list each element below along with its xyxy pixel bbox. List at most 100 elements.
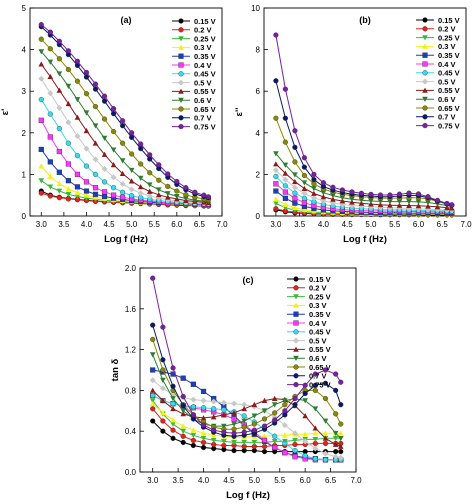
legend-marker [178,27,184,33]
data-point [160,367,166,373]
x-tick-label: 5.5 [149,220,161,229]
y-tick-label: 0 [256,212,261,221]
data-point [301,172,307,179]
data-point [302,438,309,445]
data-point [231,410,237,416]
y-tick-label: 5 [22,4,27,13]
legend-label: 0.15 V [194,17,216,26]
x-tick-label: 3.0 [36,220,48,229]
data-point [101,189,108,195]
data-point [170,405,176,412]
data-point [56,71,63,77]
data-point [231,430,237,436]
y-tick-label: 0.4 [125,427,137,436]
data-point [271,439,278,445]
data-point [190,442,196,449]
legend-marker [178,36,184,42]
data-point [47,59,54,65]
data-point [149,387,156,393]
x-axis-label: Log f (Hz) [104,234,148,245]
data-point [312,456,318,462]
data-point [406,190,412,196]
data-point [302,413,308,419]
data-point [292,395,298,402]
data-point [320,197,327,204]
data-point [302,390,308,397]
legend-marker [293,355,299,361]
data-point [38,75,45,82]
data-point [183,192,189,198]
data-point [322,418,329,424]
legend-label: 0.65 V [194,105,216,114]
legend-label: 0.55 V [194,87,216,96]
data-point [138,141,144,147]
data-point [322,430,329,436]
x-tick-label: 6.0 [300,476,312,485]
data-point [128,186,135,193]
legend-label: 0.25 V [438,33,460,42]
data-point [65,186,72,192]
data-point [434,197,441,203]
y-tick-label: 4 [22,46,27,55]
data-point [333,387,339,393]
data-point [368,191,374,197]
data-point [129,193,135,199]
data-point [120,194,126,200]
series-line [152,400,341,443]
data-point [338,379,344,385]
data-point [241,429,247,435]
data-point [272,167,279,174]
data-point [110,162,117,168]
data-point [119,158,126,164]
data-point [111,106,117,112]
data-point [38,49,45,55]
data-point [358,190,365,196]
data-point [322,435,329,441]
x-tick-label: 6.0 [413,220,425,229]
y-tick-label: 1.2 [125,346,137,355]
legend-label: 0.35 V [194,52,216,61]
legend-label: 0.65 V [309,363,331,372]
data-point [301,200,307,206]
data-point [282,189,288,195]
legend-marker [178,124,184,130]
legend-marker [178,62,184,68]
data-point [387,199,393,205]
data-point [111,111,117,117]
legend-marker [178,106,184,112]
data-point [241,401,248,408]
x-tick-label: 6.5 [437,220,449,229]
legend-label: 0.75 V [194,122,216,131]
legend-marker [178,115,184,121]
data-point [128,167,135,174]
data-point [119,170,126,176]
data-point [164,194,171,200]
legend-label: 0.15 V [438,16,460,25]
data-point [322,457,329,463]
series-line [275,153,452,207]
data-point [56,56,62,62]
y-tick-label: 2 [256,170,261,179]
y-tick-label: 2 [22,129,27,138]
data-point [282,86,288,92]
data-point [368,201,374,207]
data-point [292,190,298,196]
data-point [272,433,278,439]
data-point [183,196,189,202]
data-point [282,398,288,404]
data-point [301,195,307,201]
legend: 0.15 V0.2 V0.25 V0.3 V0.35 V0.4 V0.45 V0… [172,17,216,131]
data-point [170,383,176,389]
legend-marker [293,346,299,352]
data-point [38,190,44,196]
data-point [170,401,176,407]
data-point [282,440,288,447]
y-axis-label: ε' [0,109,11,116]
data-point [251,427,257,433]
x-axis-label: Log f (Hz) [226,490,270,501]
data-point [47,134,53,140]
data-point [282,170,289,176]
data-point [83,163,90,169]
legend-label: 0.45 V [309,328,331,337]
x-axis-label: Log f (Hz) [343,234,387,245]
